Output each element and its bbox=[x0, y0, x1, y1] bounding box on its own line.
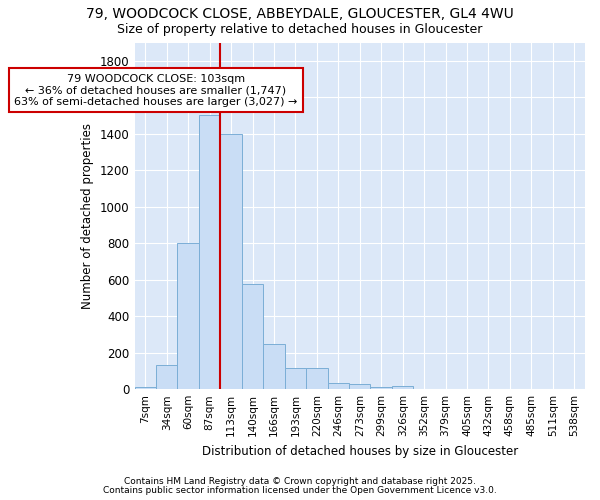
Bar bbox=[370, 388, 392, 389]
Bar bbox=[156, 366, 178, 389]
Y-axis label: Number of detached properties: Number of detached properties bbox=[82, 123, 94, 309]
Bar bbox=[242, 284, 263, 389]
Text: 79 WOODCOCK CLOSE: 103sqm
← 36% of detached houses are smaller (1,747)
63% of se: 79 WOODCOCK CLOSE: 103sqm ← 36% of detac… bbox=[14, 74, 298, 106]
Text: 79, WOODCOCK CLOSE, ABBEYDALE, GLOUCESTER, GL4 4WU: 79, WOODCOCK CLOSE, ABBEYDALE, GLOUCESTE… bbox=[86, 8, 514, 22]
X-axis label: Distribution of detached houses by size in Gloucester: Distribution of detached houses by size … bbox=[202, 444, 518, 458]
Bar bbox=[134, 388, 156, 389]
Text: Size of property relative to detached houses in Gloucester: Size of property relative to detached ho… bbox=[118, 22, 482, 36]
Bar bbox=[284, 368, 306, 389]
Bar bbox=[263, 344, 284, 389]
Bar bbox=[199, 116, 220, 389]
Bar bbox=[349, 384, 370, 389]
Bar bbox=[392, 386, 413, 389]
Text: Contains HM Land Registry data © Crown copyright and database right 2025.: Contains HM Land Registry data © Crown c… bbox=[124, 477, 476, 486]
Bar bbox=[220, 134, 242, 389]
Bar bbox=[178, 243, 199, 389]
Bar bbox=[328, 383, 349, 389]
Text: Contains public sector information licensed under the Open Government Licence v3: Contains public sector information licen… bbox=[103, 486, 497, 495]
Bar bbox=[306, 368, 328, 389]
